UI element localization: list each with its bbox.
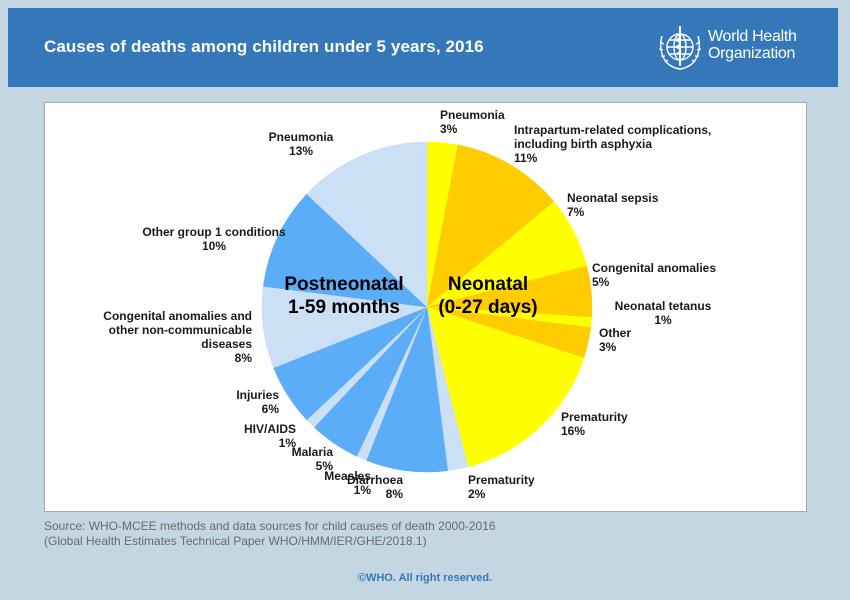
slice-label: Intrapartum-related complications, includ… <box>514 123 711 165</box>
slice-percent: 3% <box>440 122 458 136</box>
pie-chart: Pneumonia 3% Intrapartum-related complicat… <box>103 108 716 501</box>
slice-label: Congenital anomalies and other non-commun… <box>103 309 252 365</box>
slice-percent: 3% <box>599 340 617 354</box>
slice-name: Measles <box>324 469 371 483</box>
slice-label: Neonatal sepsis 7% <box>567 191 659 219</box>
group-label-line: 1-59 months <box>288 297 400 318</box>
logo-text-line2: Organization <box>708 45 796 62</box>
pie-slice-postneonatal-other-group-1-conditions[interactable] <box>263 193 428 308</box>
logo-text-line1: World Health <box>708 28 797 45</box>
slice-name: HIV/AIDS <box>244 422 296 436</box>
slice-label: Prematurity 16% <box>561 410 628 438</box>
slice-name: Intrapartum-related complications, <box>514 123 711 137</box>
pie-slice-postneonatal-pneumonia[interactable] <box>306 141 428 308</box>
slice-name: Other <box>599 326 631 340</box>
slice-percent: 5% <box>316 459 334 473</box>
who-emblem-icon <box>658 26 702 70</box>
slice-name: other non-communicable <box>109 323 253 337</box>
group-label-neonatal: Neonatal (0-27 days) <box>438 274 537 318</box>
slice-name: Neonatal tetanus <box>615 299 712 313</box>
slice-label: Congenital anomalies 5% <box>592 261 716 289</box>
slice-name: Neonatal sepsis <box>567 191 659 205</box>
header-banner: Causes of deaths among children under 5 … <box>8 8 838 87</box>
slice-percent: 8% <box>235 351 253 365</box>
slice-label: HIV/AIDS 1% <box>244 422 296 450</box>
slice-percent: 16% <box>561 424 585 438</box>
slice-label: Pneumonia 3% <box>440 108 505 136</box>
slice-name: Pneumonia <box>269 130 334 144</box>
source-note: Source: WHO-MCEE methods and data source… <box>44 519 496 549</box>
slice-label: Other 3% <box>599 326 631 354</box>
slice-label: Diarrhoea 8% <box>347 473 403 501</box>
slice-percent: 1% <box>354 483 372 497</box>
slice-percent: 5% <box>592 275 610 289</box>
slice-name: Congenital anomalies and <box>103 309 252 323</box>
group-label-postneonatal: Postneonatal 1-59 months <box>284 274 403 318</box>
slice-name: Injuries <box>236 388 279 402</box>
slice-percent: 1% <box>654 313 672 327</box>
slice-name: diseases <box>201 337 252 351</box>
slice-label: Neonatal tetanus 1% <box>615 299 712 327</box>
chart-panel: Pneumonia 3% Intrapartum-related complicat… <box>44 102 807 512</box>
slice-percent: 1% <box>279 436 297 450</box>
slice-percent: 11% <box>514 151 538 165</box>
slice-label: Measles 1% <box>324 469 371 497</box>
slice-label: Pneumonia 13% <box>269 130 334 158</box>
chart-title: Causes of deaths among children under 5 … <box>44 37 484 56</box>
slice-name: Other group 1 conditions <box>142 225 286 239</box>
slice-percent: 6% <box>262 402 280 416</box>
slice-name: Prematurity <box>561 410 628 424</box>
group-label-line: Postneonatal <box>284 274 403 295</box>
source-line-2: (Global Health Estimates Technical Paper… <box>44 534 427 548</box>
group-label-line: (0-27 days) <box>438 297 537 318</box>
slice-name: Malaria <box>292 445 334 459</box>
slice-label: Malaria 5% <box>292 445 334 473</box>
slice-percent: 13% <box>289 144 313 158</box>
who-logo: World Health Organization <box>652 20 842 76</box>
slice-percent: 8% <box>386 487 404 501</box>
slice-label: Other group 1 conditions 10% <box>142 225 286 253</box>
slice-percent: 10% <box>202 239 226 253</box>
pie-slice-neonatal-prematurity[interactable] <box>426 306 585 468</box>
slice-label: Injuries 6% <box>236 388 279 416</box>
slice-label: Prematurity 2% <box>468 473 535 501</box>
slice-name: Pneumonia <box>440 108 505 122</box>
source-line-1: Source: WHO-MCEE methods and data source… <box>44 519 496 533</box>
slice-name: Congenital anomalies <box>592 261 716 275</box>
pie-slice-neonatal-intrapartum-related-complications-including-birth-asphyxia[interactable] <box>426 144 555 308</box>
slice-name: Diarrhoea <box>347 473 403 487</box>
slice-percent: 2% <box>468 487 486 501</box>
group-label-line: Neonatal <box>448 274 528 295</box>
slice-name: Prematurity <box>468 473 535 487</box>
copyright[interactable]: ©WHO. All right reserved. <box>357 572 493 584</box>
slice-percent: 7% <box>567 205 585 219</box>
slice-name: including birth asphyxia <box>514 137 652 151</box>
